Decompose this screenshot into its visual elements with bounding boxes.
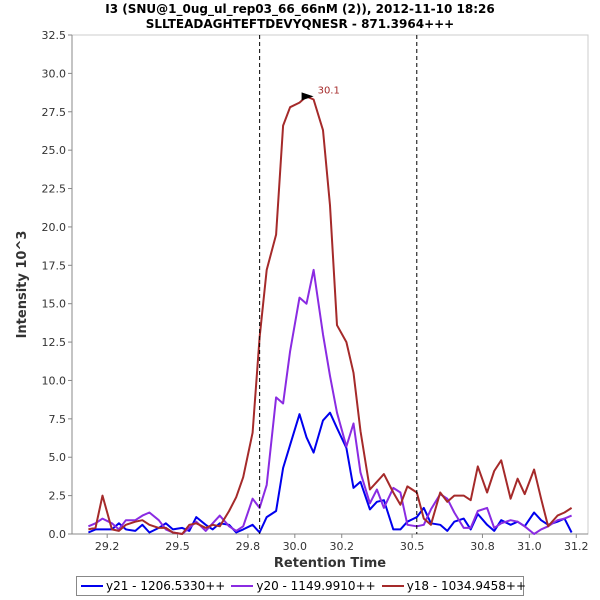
peak-marker-arrow: [301, 92, 314, 101]
y-tick-label: 25.0: [42, 144, 67, 157]
legend-label-y21: y21 - 1206.5330++: [106, 579, 226, 593]
legend-label-y20: y20 - 1149.9910++: [256, 579, 376, 593]
series-line-0: [87, 411, 573, 534]
peak-label: 30.1: [318, 85, 340, 96]
x-tick-label: 31.2: [564, 540, 589, 553]
legend-swatch-y21: [81, 585, 103, 587]
x-tick-label: 30.5: [400, 540, 425, 553]
x-tick-label: 29.8: [236, 540, 261, 553]
x-tick-label: 30.2: [329, 540, 354, 553]
series-line-1: [88, 268, 572, 535]
plot-area: [71, 34, 589, 535]
x-tick-label: 30.8: [470, 540, 495, 553]
y-tick-label: 22.5: [42, 183, 67, 196]
chart-title-line2: SLLTEADAGHTEFTDEVYQNESR - 871.3964+++: [145, 17, 455, 31]
y-tick-label: 15.0: [42, 298, 67, 311]
legend-label-y18: y18 - 1034.9458++: [406, 579, 527, 593]
x-tick-label: 31.0: [517, 540, 542, 553]
x-tick-label: 29.5: [165, 540, 190, 553]
legend: y21 - 1206.5330++ y20 - 1149.9910++ y18 …: [76, 576, 527, 596]
y-tick-label: 20.0: [42, 221, 67, 234]
y-tick-label: 5.0: [49, 451, 67, 464]
y-tick-label: 32.5: [42, 29, 67, 42]
legend-entry-y21[interactable]: y21 - 1206.5330++: [81, 579, 225, 593]
legend-swatch-y18: [381, 585, 404, 587]
legend-entry-y18[interactable]: y18 - 1034.9458++: [381, 579, 527, 593]
y-tick-label: 12.5: [42, 336, 67, 349]
y-tick-label: 0.0: [49, 528, 67, 541]
y-axis-label: Intensity 10^3: [15, 231, 30, 339]
y-tick-label: 7.5: [49, 413, 67, 426]
legend-entry-y20[interactable]: y20 - 1149.9910++: [231, 579, 376, 593]
series-line-2: [88, 95, 573, 535]
x-tick-label: 30.0: [283, 540, 308, 553]
y-tick-label: 27.5: [42, 106, 67, 119]
y-tick-label: 30.0: [42, 67, 67, 80]
y-tick-label: 17.5: [42, 259, 67, 272]
y-tick-label: 2.5: [49, 490, 67, 503]
legend-swatch-y20: [231, 585, 254, 587]
chart-title-line1: I3 (SNU@1_0ug_ul_rep03_66_66nM (2)), 201…: [105, 2, 495, 16]
y-tick-label: 10.0: [42, 374, 67, 387]
x-tick-label: 29.2: [95, 540, 120, 553]
x-axis-label: Retention Time: [274, 556, 386, 571]
